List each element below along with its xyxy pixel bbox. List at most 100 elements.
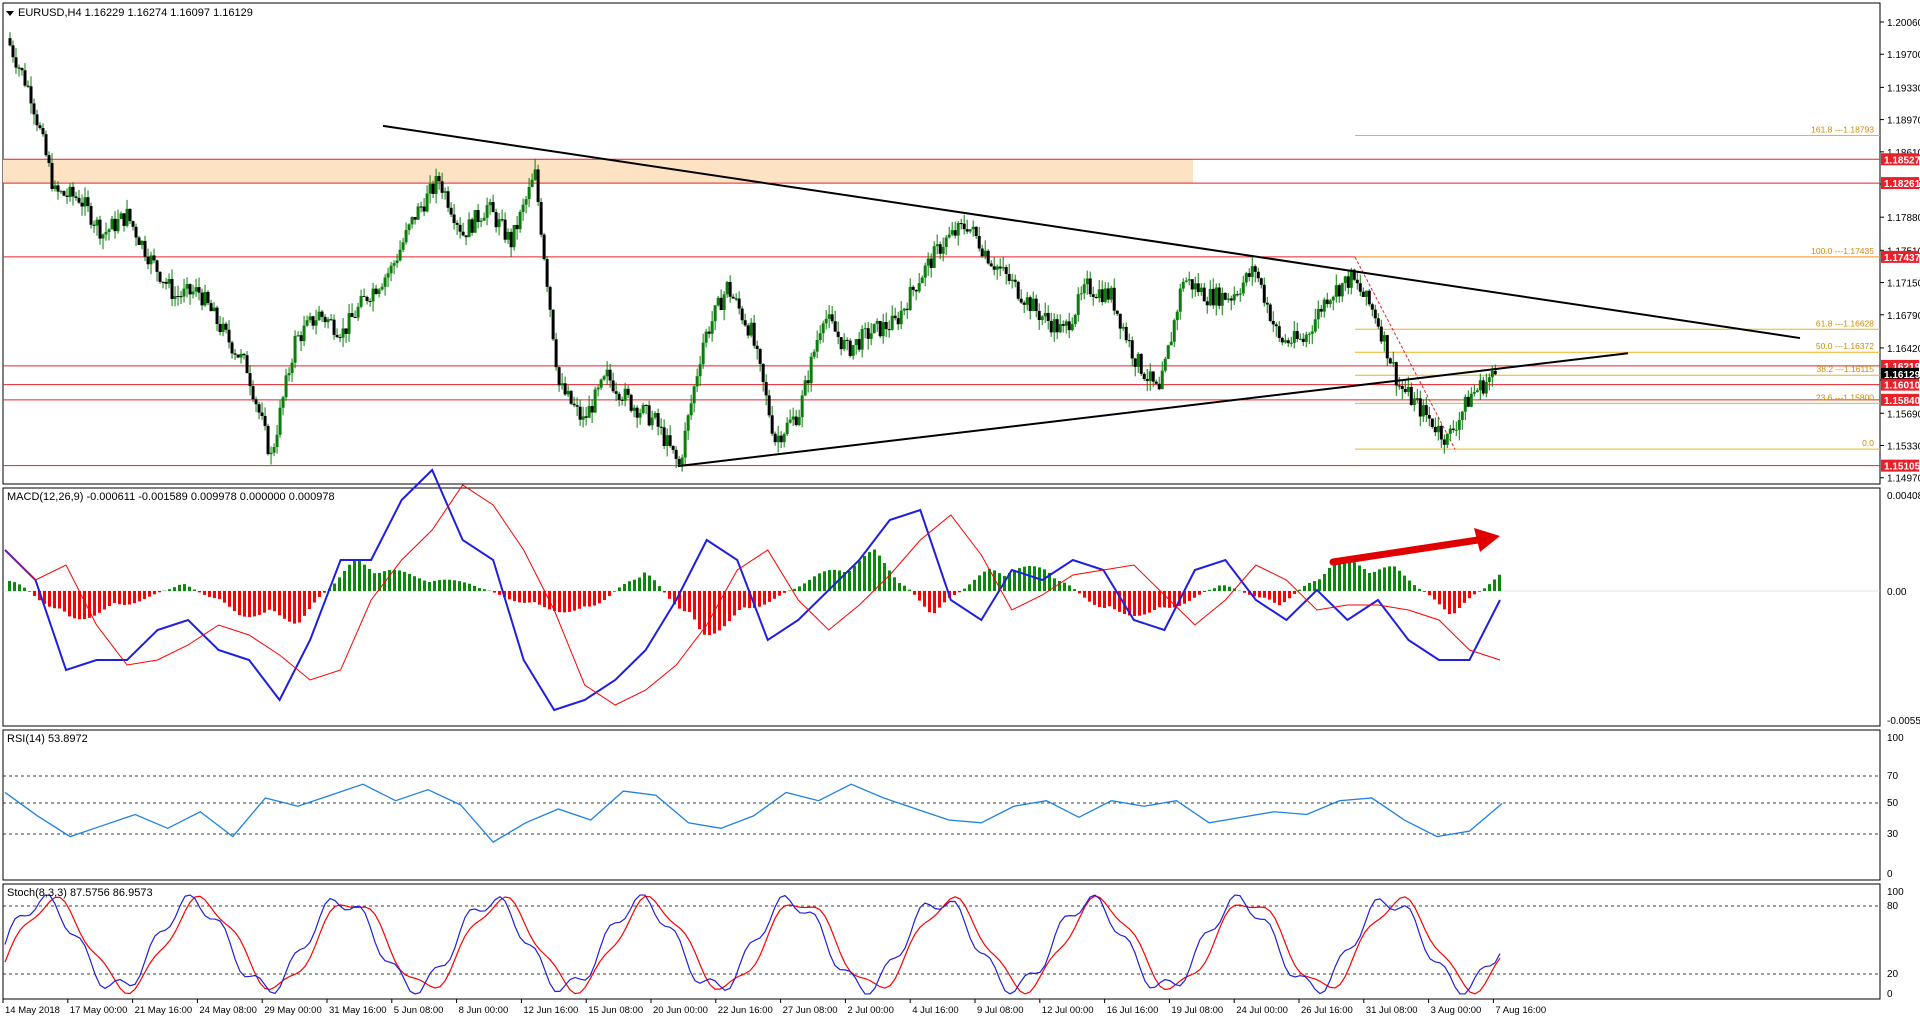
- candle-body: [806, 380, 810, 384]
- candle-body: [539, 202, 543, 235]
- candle-body: [455, 222, 459, 225]
- candle-body: [938, 244, 942, 254]
- candle: [1007, 263, 1011, 285]
- macd-bar: [478, 588, 481, 591]
- candle-body: [110, 218, 114, 230]
- candle-body: [791, 416, 795, 420]
- candle-body: [14, 57, 18, 68]
- candle-body: [1124, 326, 1128, 341]
- candle: [710, 311, 714, 342]
- candle: [440, 172, 444, 199]
- candle: [1019, 289, 1023, 304]
- axis-label: 0.00: [1887, 587, 1907, 598]
- macd-bar: [398, 570, 401, 591]
- macd-bar: [1383, 567, 1386, 591]
- candle: [941, 237, 945, 262]
- candle-body: [1094, 296, 1098, 299]
- candle-body: [818, 333, 822, 340]
- candle-body: [1355, 279, 1359, 284]
- price-tick-label: 1.16420: [1887, 344, 1920, 355]
- candle-body: [197, 287, 201, 293]
- candle-body: [101, 234, 105, 239]
- rsi-pane[interactable]: [2, 729, 1881, 881]
- candle: [1418, 390, 1422, 427]
- candle-body: [281, 397, 285, 408]
- candle-body: [467, 219, 471, 238]
- macd-bar: [1368, 572, 1371, 591]
- candle: [740, 305, 744, 325]
- candle-body: [1388, 358, 1392, 364]
- candle-body: [881, 321, 885, 337]
- candle-body: [992, 266, 996, 270]
- macd-bar: [473, 585, 476, 591]
- candle: [257, 401, 261, 420]
- price-tick-label: 1.14970: [1887, 474, 1920, 485]
- candle-body: [353, 316, 357, 318]
- candle: [554, 332, 558, 371]
- candle: [152, 248, 156, 264]
- candle-body: [548, 286, 552, 310]
- macd-bar: [673, 591, 676, 605]
- macd-bar: [1343, 558, 1346, 591]
- candle-body: [179, 296, 183, 298]
- axis-label: 80: [1887, 901, 1899, 912]
- candle: [479, 217, 483, 227]
- candle-body: [968, 229, 972, 232]
- candle-body: [1304, 334, 1308, 342]
- candle: [626, 385, 630, 399]
- candle-body: [416, 206, 420, 220]
- candle-body: [1268, 304, 1272, 321]
- macd-bar: [768, 591, 771, 602]
- candle: [683, 422, 687, 466]
- candle-body: [563, 383, 567, 395]
- candle: [242, 352, 246, 360]
- macd-bar: [1013, 570, 1016, 591]
- candle-body: [26, 85, 30, 87]
- macd-bar: [1033, 566, 1036, 591]
- macd-bar: [693, 591, 696, 620]
- candle-body: [857, 339, 861, 350]
- candle-body: [29, 86, 33, 104]
- macd-pane[interactable]: [2, 487, 1881, 727]
- stoch-pane[interactable]: [2, 883, 1881, 1000]
- candle-body: [1316, 308, 1320, 320]
- candle-body: [1229, 298, 1233, 301]
- macd-bar: [698, 591, 701, 630]
- candle-body: [1202, 287, 1206, 302]
- candle-body: [1466, 396, 1470, 407]
- candle-body: [788, 419, 792, 423]
- candle: [884, 312, 888, 338]
- candle-body: [215, 307, 219, 324]
- macd-bar: [273, 591, 276, 612]
- candle: [1076, 287, 1080, 322]
- axis-label: 70: [1887, 771, 1899, 782]
- main-pane[interactable]: [2, 2, 1881, 485]
- candle: [320, 309, 324, 323]
- candle: [1361, 287, 1365, 298]
- candle-body: [737, 298, 741, 309]
- candle: [275, 424, 279, 454]
- candle: [1064, 319, 1068, 334]
- candle: [176, 285, 180, 306]
- candle-body: [218, 323, 222, 333]
- candle: [1484, 373, 1488, 398]
- candle: [1451, 420, 1455, 433]
- candle-body: [1220, 292, 1224, 306]
- time-tick-label: 16 Jul 16:00: [1107, 1005, 1159, 1016]
- macd-bar: [1063, 582, 1066, 591]
- candle-body: [893, 315, 897, 319]
- candle-body: [1211, 288, 1215, 306]
- candle-body: [593, 389, 597, 413]
- macd-bar: [1373, 571, 1376, 591]
- level-tag-bg: [1881, 393, 1919, 406]
- candle-body: [689, 403, 693, 416]
- candle: [647, 400, 651, 427]
- candle: [227, 320, 231, 349]
- fib-label: 23.6 ---1.15800: [1816, 392, 1874, 402]
- candle-body: [368, 300, 372, 302]
- candle-body: [1409, 387, 1413, 405]
- macd-bar: [668, 591, 671, 599]
- candle: [236, 354, 240, 359]
- candle: [1088, 271, 1092, 298]
